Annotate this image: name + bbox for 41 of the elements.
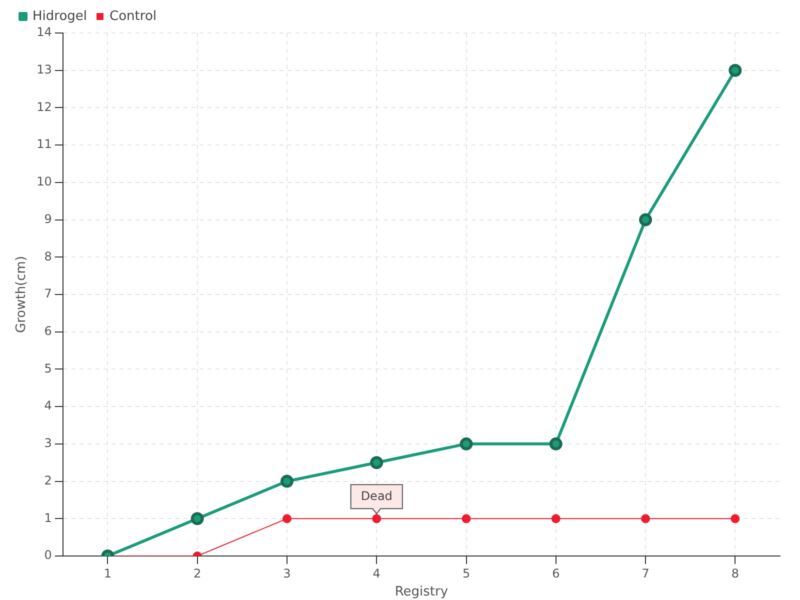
x-tick-label: 4 [372, 566, 380, 580]
point [728, 64, 742, 77]
x-tick-label: 7 [642, 566, 650, 580]
point [190, 512, 204, 526]
point [549, 437, 562, 450]
y-tick-label: 13 [36, 62, 52, 76]
y-tick-label: 7 [44, 286, 52, 301]
point [370, 456, 384, 470]
x-tick-label: 2 [194, 566, 202, 580]
x-tick-label: 5 [462, 566, 470, 580]
x-tick-label: 8 [731, 566, 739, 580]
x-tick-label: 6 [552, 566, 560, 580]
y-tick-label: 6 [44, 324, 52, 338]
x-axis-title: Registry [394, 584, 448, 600]
y-tick-label: 4 [44, 398, 52, 413]
y-tick-label: 9 [44, 212, 52, 226]
point [730, 514, 740, 524]
y-tick-label: 3 [44, 436, 52, 450]
legend-label: Hidrogel [32, 8, 88, 24]
annotation: Dead [360, 488, 392, 503]
y-tick-label: 10 [36, 174, 52, 189]
point [462, 514, 471, 524]
y-tick-label: 11 [36, 137, 52, 152]
y-axis-title: Growth(cm) [14, 256, 30, 334]
y-tick-label: 0 [44, 548, 52, 562]
y-tick-label: 8 [44, 249, 52, 264]
point [641, 514, 650, 524]
point [282, 514, 292, 524]
y-tick-label: 14 [36, 25, 52, 40]
legend-label: Control [110, 8, 157, 24]
point [639, 213, 652, 226]
y-tick-label: 1 [44, 510, 52, 525]
point [280, 474, 294, 488]
y-tick-label: 12 [36, 100, 52, 114]
y-tick-label: 5 [44, 361, 52, 376]
point [372, 514, 382, 524]
point [460, 437, 473, 450]
x-tick-label: 1 [104, 566, 112, 580]
y-tick-label: 2 [44, 473, 52, 488]
point [551, 514, 560, 524]
x-tick-label: 3 [283, 566, 291, 580]
